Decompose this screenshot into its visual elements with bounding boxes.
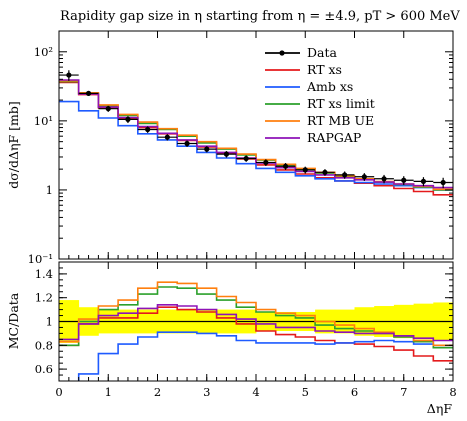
- data-point: [243, 155, 249, 162]
- x-tick-label: 2: [154, 385, 161, 399]
- data-points-group: [59, 70, 453, 189]
- x-tick-label: 0: [55, 385, 62, 399]
- series-line-amb-xs: [59, 100, 453, 191]
- ratio-uncertainty-band: [59, 300, 453, 343]
- ratio-line-rt-mb-ue: [59, 281, 453, 347]
- series-line-rt-xs-limit: [59, 80, 453, 191]
- data-point: [420, 178, 427, 184]
- main-y-axis-label: dσ/dΔηF [mb]: [6, 101, 21, 189]
- data-point: [361, 174, 367, 180]
- main-panel: 10² 10¹ 1 10⁻¹ dσ/dΔηF [mb]: [6, 30, 454, 266]
- ratio-y-tick-label: 1: [46, 315, 53, 329]
- ratio-line-rapgap: [59, 304, 453, 342]
- ratio-y-tick-label: 1.2: [35, 291, 53, 305]
- data-point: [125, 116, 131, 122]
- series-line-rapgap: [59, 79, 453, 189]
- data-point: [164, 134, 170, 140]
- data-point: [223, 151, 230, 157]
- ratio-ticks: 0.6 0.8 1 1.2 1.4 0 1 2 3 4 5 6 7 8: [35, 255, 457, 399]
- legend-label-amb-xs: Amb xs: [306, 79, 353, 94]
- legend-label-rt-mb-ue: RT MB UE: [307, 113, 374, 128]
- ratio-frame: [58, 261, 454, 382]
- ratio-y-tick-label: 1.4: [35, 267, 53, 281]
- legend-label-rt-xs-limit: RT xs limit: [307, 96, 375, 111]
- series-line-rt-xs: [59, 81, 453, 196]
- x-tick-label: 5: [302, 385, 309, 399]
- x-tick-label: 1: [105, 385, 112, 399]
- data-point: [282, 163, 289, 169]
- x-tick-label: 7: [400, 385, 407, 399]
- legend-label-rt-xs: RT xs: [307, 62, 342, 77]
- main-y-tick-label: 10¹: [34, 114, 53, 128]
- legend: Data RT xs Amb xs RT xs limit RT MB UE RAPGAP: [265, 45, 375, 145]
- ratio-line-amb-xs: [77, 331, 453, 381]
- data-point: [105, 106, 111, 112]
- data-point: [381, 176, 387, 182]
- data-point: [263, 159, 269, 166]
- main-frame: [58, 30, 454, 260]
- x-tick-label: 3: [203, 385, 210, 399]
- main-y-tick-label: 1: [46, 183, 53, 197]
- ratio-y-tick-label: 0.8: [35, 338, 53, 352]
- data-point: [322, 169, 328, 175]
- series-line-rt-mb-ue: [59, 80, 453, 191]
- ratio-y-tick-label: 0.6: [35, 362, 53, 376]
- data-point: [85, 90, 92, 96]
- chart-title: Rapidity gap size in η starting from η =…: [60, 9, 460, 24]
- ratio-y-axis-label: MC/Data: [6, 292, 21, 349]
- x-tick-label: 6: [351, 385, 358, 399]
- data-point: [145, 126, 151, 133]
- x-axis-label: ΔηF: [427, 401, 453, 416]
- x-tick-label: 4: [252, 385, 259, 399]
- data-point: [184, 140, 190, 147]
- data-point: [440, 179, 446, 186]
- ratio-series-group: [59, 281, 453, 381]
- legend-marker-data: [279, 50, 285, 56]
- data-point: [66, 72, 72, 78]
- data-point: [342, 172, 348, 178]
- data-point: [401, 177, 407, 183]
- x-tick-label: 8: [449, 385, 456, 399]
- main-series-group: [59, 79, 453, 196]
- data-point: [204, 146, 210, 152]
- legend-label-data: Data: [307, 45, 337, 60]
- data-point: [302, 167, 308, 173]
- main-y-tick-label: 10²: [34, 45, 53, 59]
- main-y-tick-label: 10⁻¹: [28, 252, 53, 266]
- main-y-ticks: 10² 10¹ 1 10⁻¹: [28, 30, 454, 266]
- ratio-panel: 0.6 0.8 1 1.2 1.4 0 1 2 3 4 5 6 7 8 MC/Data ΔηF: [6, 255, 457, 416]
- legend-label-rapgap: RAPGAP: [307, 130, 361, 145]
- ratio-line-rt-xs: [59, 306, 453, 362]
